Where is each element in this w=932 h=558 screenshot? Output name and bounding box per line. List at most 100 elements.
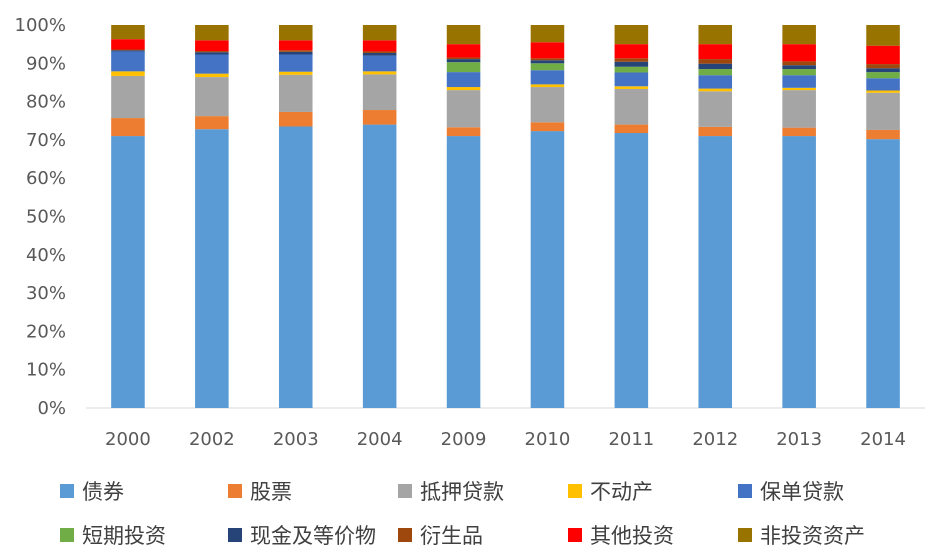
legend-label: 短期投资 (82, 524, 166, 548)
bar-segment (782, 136, 816, 408)
bar-segment (111, 25, 145, 40)
x-tick-label: 2010 (525, 429, 571, 450)
bar-segment (278, 40, 313, 51)
bar-segment (195, 54, 229, 74)
bar-segment (866, 129, 900, 140)
bar-segment (698, 25, 733, 45)
y-axis-ticks: 0% 10% 20% 30% 40% 50% 60% 70% 80% 90% 100% (15, 15, 66, 419)
bar-segment (195, 73, 229, 78)
y-tick-label: 50% (26, 207, 66, 228)
legend-label: 股票 (250, 480, 292, 504)
bar-segment (530, 58, 565, 61)
bar-segment (782, 75, 816, 88)
bar-segment (362, 55, 397, 72)
bar-segment (278, 54, 313, 72)
bar-segment (362, 74, 397, 111)
bar-segment (698, 44, 733, 60)
bar-segment (866, 139, 900, 408)
x-tick-label: 2004 (357, 429, 403, 450)
bar-segment (530, 25, 565, 43)
bar-segment (446, 44, 481, 58)
bar-segment (866, 25, 900, 46)
bar-segment (111, 118, 145, 137)
x-tick-label: 2002 (189, 429, 235, 450)
x-tick-label: 2011 (608, 429, 654, 450)
legend-swatch (738, 528, 752, 542)
bar-segment (782, 65, 816, 70)
bar-segment (446, 59, 481, 63)
x-tick-label: 2014 (860, 429, 906, 450)
y-tick-label: 70% (26, 130, 66, 151)
bar-segment (866, 78, 900, 91)
bar-segment (278, 111, 313, 127)
bar-segment (530, 122, 565, 132)
bar-segment (614, 124, 649, 134)
legend-swatch (228, 528, 242, 542)
bar-segment (362, 25, 397, 41)
bar-segment (278, 51, 313, 55)
bar-segment (446, 87, 481, 91)
bar-segment (866, 68, 900, 73)
bar-segment (614, 44, 649, 59)
y-tick-label: 20% (26, 321, 66, 342)
bar-segment (446, 72, 481, 88)
bar-segment (698, 59, 733, 64)
bar-segment (530, 131, 565, 408)
bar-segment (195, 116, 229, 130)
bar-segment (278, 74, 313, 112)
bar-segment (866, 92, 900, 130)
bar-segment (362, 52, 397, 56)
x-tick-label: 2009 (441, 429, 487, 450)
bar-segment (614, 72, 649, 87)
y-tick-label: 0% (37, 398, 66, 419)
bar-segment (278, 126, 313, 408)
legend-swatch (60, 528, 74, 542)
bar-segment (111, 51, 145, 72)
bar-segment (111, 39, 145, 50)
legend-swatch (738, 484, 752, 498)
bar-segment (782, 44, 816, 62)
bar-segment (195, 40, 229, 52)
x-tick-label: 2012 (692, 429, 738, 450)
y-tick-label: 80% (26, 92, 66, 113)
legend-swatch (398, 528, 412, 542)
bar-segment (698, 91, 733, 127)
bar-segment (195, 77, 229, 117)
bar-segment (446, 127, 481, 137)
bar-segment (698, 75, 733, 89)
bar-segment (698, 69, 733, 76)
bars-group (111, 25, 900, 408)
bar-segment (614, 66, 649, 73)
y-tick-label: 100% (15, 15, 66, 36)
bar-segment (362, 110, 397, 125)
legend-label: 其他投资 (590, 524, 674, 548)
legend-swatch (568, 484, 582, 498)
bar-segment (614, 61, 649, 67)
bar-segment (278, 71, 313, 75)
bar-segment (195, 25, 229, 41)
bar-segment (195, 52, 229, 55)
bar-segment (866, 72, 900, 79)
bar-segment (446, 62, 481, 73)
bar-segment (530, 63, 565, 71)
bar-segment (614, 58, 649, 62)
bar-segment (111, 50, 145, 52)
legend-label: 现金及等价物 (250, 524, 376, 548)
bar-segment (362, 51, 397, 53)
bar-segment (530, 87, 565, 123)
legend-swatch (398, 484, 412, 498)
bar-segment (362, 40, 397, 52)
bar-segment (530, 42, 565, 59)
bar-segment (111, 71, 145, 76)
bar-segment (446, 57, 481, 60)
legend-swatch (60, 484, 74, 498)
bar-segment (866, 64, 900, 69)
bar-segment (782, 87, 816, 91)
legend-label: 债券 (82, 480, 124, 504)
bar-segment (530, 70, 565, 85)
bar-segment (195, 51, 229, 53)
bar-segment (195, 129, 229, 408)
bar-segment (446, 90, 481, 128)
